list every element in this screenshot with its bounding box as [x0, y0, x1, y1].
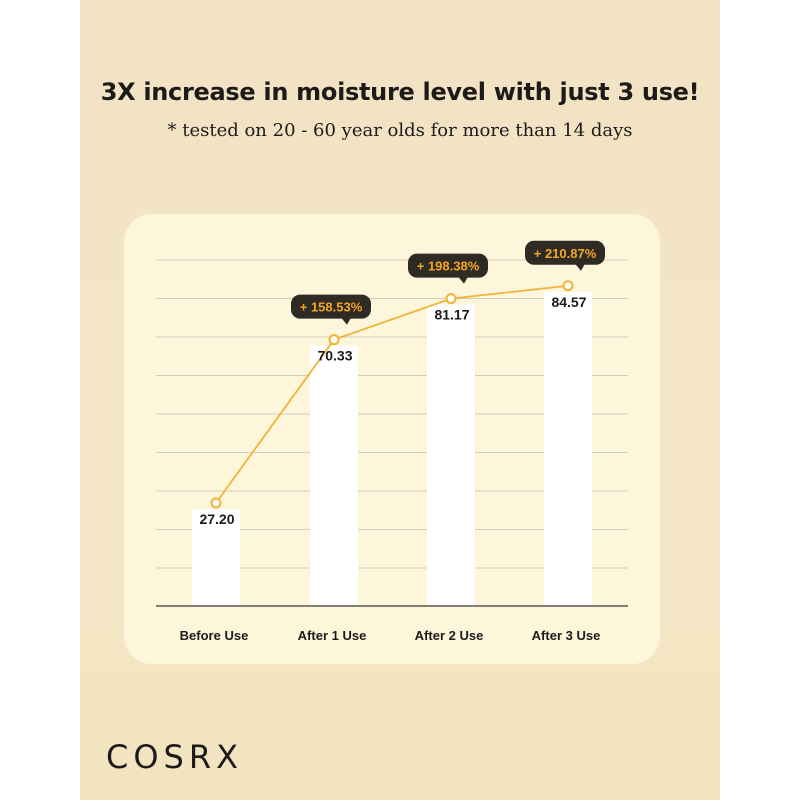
increase-callout: + 198.38% — [408, 253, 488, 284]
callout-pointer — [575, 263, 585, 271]
increase-callout: + 158.53% — [291, 294, 371, 325]
data-point — [210, 497, 222, 509]
value-label: 84.57 — [551, 294, 586, 310]
category-label: After 2 Use — [415, 628, 484, 643]
headline: 3X increase in moisture level with just … — [100, 78, 700, 106]
callout-bubble — [291, 294, 371, 319]
callout-bubble — [525, 240, 605, 265]
category-label: After 3 Use — [532, 628, 601, 643]
brand-logo: COSRX — [106, 738, 243, 776]
callout-pointer — [341, 317, 351, 325]
category-label: After 1 Use — [298, 628, 367, 643]
data-point — [445, 293, 457, 305]
subheadline: * tested on 20 - 60 year olds for more t… — [167, 120, 633, 141]
increase-label: + 158.53% — [300, 300, 363, 315]
category-label: Before Use — [180, 628, 249, 643]
increase-callout: + 210.87% — [525, 240, 605, 271]
trend-line — [215, 284, 569, 504]
value-label: 70.33 — [317, 348, 352, 364]
bar — [427, 304, 475, 606]
bar — [544, 291, 592, 606]
value-label: 27.20 — [199, 511, 234, 527]
increase-label: + 210.87% — [534, 246, 597, 261]
increase-label: + 198.38% — [417, 259, 480, 274]
bar — [192, 508, 240, 606]
callout-bubble — [408, 253, 488, 278]
value-label: 81.17 — [434, 307, 469, 323]
bar — [310, 345, 358, 606]
data-point — [562, 280, 574, 292]
callout-pointer — [458, 276, 468, 284]
data-point — [328, 334, 340, 346]
